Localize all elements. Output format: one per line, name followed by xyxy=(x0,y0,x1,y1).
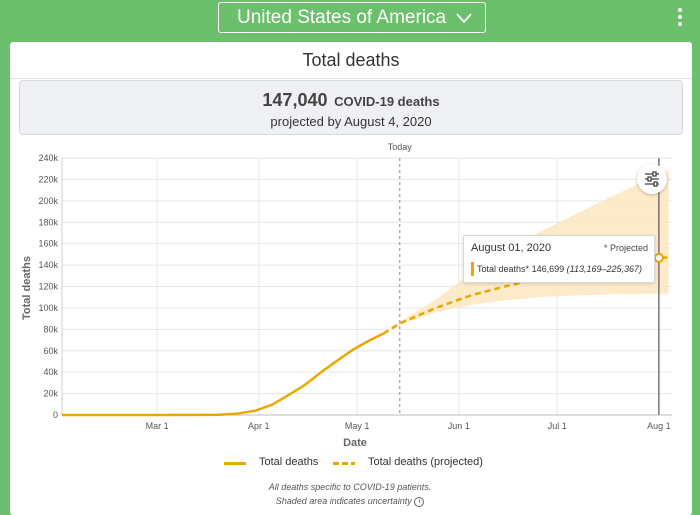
legend-label: Total deaths xyxy=(259,456,319,468)
chart-card: Total deaths 147,040 COVID-19 deaths pro… xyxy=(10,42,692,515)
tick-layer: 0 20k 40k 60k 80k 100k 120k 140k 160k 180k 200k 220… xyxy=(38,153,670,431)
legend-swatch-dashed xyxy=(333,462,355,465)
y-tick-label: 180k xyxy=(38,217,58,227)
y-tick-label: 60k xyxy=(43,346,58,356)
hover-point xyxy=(653,252,664,263)
chart-legend: Total deaths Total deaths (projected) xyxy=(0,456,700,470)
tooltip-series-label: Total deaths* xyxy=(477,264,530,274)
today-label: Today xyxy=(388,142,413,152)
x-axis-title: Date xyxy=(343,437,367,449)
tooltip-range: (113,169–225,367) xyxy=(566,264,643,274)
y-tick-label: 0 xyxy=(53,410,58,420)
info-icon[interactable]: i xyxy=(414,496,425,507)
x-tick-label: Aug 1 xyxy=(647,421,671,431)
chart-settings-button[interactable] xyxy=(637,164,667,194)
y-tick-label: 160k xyxy=(38,239,58,249)
x-tick-label: Jun 1 xyxy=(448,421,470,431)
y-tick-label: 100k xyxy=(38,303,58,313)
y-tick-label: 200k xyxy=(38,196,58,206)
summary-value: 147,040 xyxy=(262,90,328,110)
total-deaths-line xyxy=(62,332,384,417)
y-tick-label: 40k xyxy=(43,367,58,377)
tooltip-projected-note: * Projected xyxy=(603,243,648,253)
country-select[interactable]: United States of America xyxy=(218,2,486,33)
chevron-down-icon xyxy=(456,13,472,24)
tooltip-value: 146,699 xyxy=(531,264,565,274)
y-tick-label: 20k xyxy=(43,389,58,399)
x-tick-label: May 1 xyxy=(345,421,370,431)
x-tick-label: Mar 1 xyxy=(146,421,169,431)
country-select-label: United States of America xyxy=(237,7,447,28)
card-divider xyxy=(10,78,692,79)
card-title: Total deaths xyxy=(302,50,400,70)
kebab-menu-icon[interactable] xyxy=(676,8,684,30)
x-tick-label: Jul 1 xyxy=(548,421,567,431)
note-line-1: All deaths specific to COVID-19 patients… xyxy=(268,482,432,492)
filter-settings-icon xyxy=(645,171,659,187)
top-bar: United States of America xyxy=(0,0,700,40)
y-tick-label: 240k xyxy=(38,153,58,163)
x-tick-label: Apr 1 xyxy=(248,421,270,431)
y-tick-label: 80k xyxy=(43,324,58,334)
tooltip-series-color xyxy=(471,262,474,276)
y-tick-label: 140k xyxy=(38,260,58,270)
summary-box: 147,040 COVID-19 deaths projected by Aug… xyxy=(19,80,683,135)
summary-value-label: COVID-19 deaths xyxy=(334,94,440,109)
note-line-2: Shaded area indicates uncertainty xyxy=(275,496,412,506)
summary-projection-text: projected by August 4, 2020 xyxy=(270,114,432,129)
legend-label: Total deaths (projected) xyxy=(368,456,483,468)
legend-swatch-solid xyxy=(224,462,246,465)
tooltip-date: August 01, 2020 xyxy=(471,242,552,254)
y-tick-label: 220k xyxy=(38,174,58,184)
chart-notes: All deaths specific to COVID-19 patients… xyxy=(0,480,700,508)
y-axis-title: Total deaths xyxy=(21,256,33,320)
y-tick-label: 120k xyxy=(38,282,58,292)
hover-tooltip: August 01, 2020 * Projected Total deaths… xyxy=(463,235,655,283)
